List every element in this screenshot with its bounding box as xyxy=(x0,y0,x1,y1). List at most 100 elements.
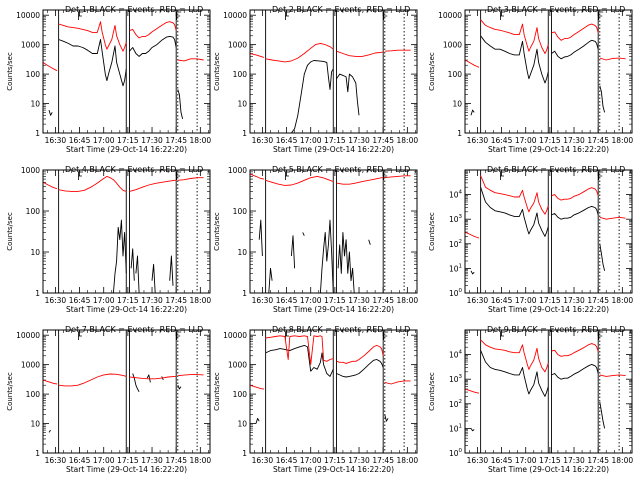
plot-area xyxy=(250,173,411,293)
detector-panel-3: Det 3 BLACK = Events, RED = LLD110100100… xyxy=(428,5,633,154)
lld-series-line xyxy=(465,231,480,239)
plot-frame xyxy=(464,9,633,134)
y-tick-label: 10 xyxy=(30,248,40,257)
plot-area xyxy=(465,175,626,275)
plot-frame xyxy=(249,9,418,134)
x-tick-label: 16:45 xyxy=(276,136,298,145)
detector-panel-7: Det 7 BLACK = Events, RED = LLD110100100… xyxy=(6,325,211,474)
lld-series-line xyxy=(129,179,177,192)
events-series-line xyxy=(551,363,599,380)
flare-marker xyxy=(598,11,604,20)
plot-area xyxy=(250,335,411,424)
flare-marker xyxy=(598,331,604,340)
y-tick-label: 10000 xyxy=(438,11,462,20)
x-tick-label: 18:00 xyxy=(612,296,634,305)
x-tick-label: 17:00 xyxy=(300,136,322,145)
y-tick-label: 10000 xyxy=(223,331,247,340)
lld-series-line xyxy=(58,373,127,387)
flare-marker xyxy=(500,11,505,20)
y-tick-label: 100 xyxy=(233,70,248,79)
y-tick-label: 100 xyxy=(26,70,41,79)
lld-series-line xyxy=(129,21,177,39)
events-series-line xyxy=(302,232,305,236)
events-series-line xyxy=(169,255,174,286)
events-series-line xyxy=(480,187,549,237)
x-tick-label: 16:45 xyxy=(276,456,298,465)
detector-panel-9: Det 9 BLACK = Events, RED = LLD100101102… xyxy=(428,325,633,474)
events-series-line xyxy=(599,401,606,429)
x-tick-label: 17:45 xyxy=(165,456,187,465)
flare-marker xyxy=(78,11,83,20)
x-tick-label: 17:30 xyxy=(563,136,585,145)
y-tick-label: 100 xyxy=(449,448,463,458)
plot-frame xyxy=(249,329,418,454)
detector-panel-2: Det 2 BLACK = Events, RED = LLD110100100… xyxy=(213,5,418,154)
y-tick-label: 101 xyxy=(449,423,462,433)
flare-marker xyxy=(285,171,290,180)
plot-frame xyxy=(42,329,211,454)
y-tick-label: 100 xyxy=(449,288,463,298)
lld-series-line xyxy=(43,181,58,190)
y-tick-label: 1 xyxy=(35,449,40,458)
y-axis-label: Counts/sec xyxy=(213,52,221,91)
plot-frame xyxy=(464,329,633,454)
events-series-line xyxy=(336,73,360,116)
y-tick-label: 102 xyxy=(449,399,462,409)
x-tick-label: 17:15 xyxy=(324,456,346,465)
flare-marker xyxy=(500,331,505,340)
y-tick-label: 1000 xyxy=(228,166,247,175)
x-tick-label: 17:30 xyxy=(141,296,163,305)
plot-area xyxy=(43,373,204,433)
events-series-line xyxy=(368,239,371,245)
x-tick-label: 18:00 xyxy=(397,296,419,305)
x-tick-label: 18:00 xyxy=(190,296,212,305)
y-tick-label: 1000 xyxy=(228,361,247,370)
y-tick-label: 10 xyxy=(237,420,247,429)
y-axis-label: Counts/sec xyxy=(428,52,436,91)
plot-frame xyxy=(464,169,633,294)
x-tick-label: 16:45 xyxy=(69,456,91,465)
events-series-line xyxy=(480,35,549,84)
events-series-line xyxy=(551,205,599,220)
lld-series-line xyxy=(177,58,204,62)
y-tick-label: 100 xyxy=(448,70,463,79)
events-series-line xyxy=(336,359,384,378)
x-tick-label: 16:45 xyxy=(491,456,513,465)
events-series-line xyxy=(599,85,606,113)
x-tick-label: 17:30 xyxy=(348,456,370,465)
plot-area xyxy=(43,175,204,293)
flare-marker xyxy=(383,11,389,20)
lld-series-line xyxy=(336,344,384,364)
y-tick-label: 1000 xyxy=(443,41,462,50)
plot-area xyxy=(465,339,626,432)
flare-marker xyxy=(176,11,182,20)
y-tick-label: 10 xyxy=(452,100,462,109)
y-axis-label: Counts/sec xyxy=(6,212,14,251)
x-tick-label: 16:30 xyxy=(252,296,274,305)
y-tick-label: 102 xyxy=(449,239,462,249)
lld-series-line xyxy=(480,175,549,215)
x-tick-label: 17:15 xyxy=(117,136,139,145)
x-tick-label: 17:15 xyxy=(324,136,346,145)
x-tick-label: 17:45 xyxy=(372,456,394,465)
events-series-line xyxy=(470,270,475,275)
lld-series-line xyxy=(480,339,549,373)
plot-frame xyxy=(42,9,211,134)
x-tick-label: 16:30 xyxy=(467,456,489,465)
lld-series-line xyxy=(58,21,127,52)
flare-marker xyxy=(285,11,290,20)
lld-series-line xyxy=(58,175,127,192)
x-tick-label: 17:45 xyxy=(587,456,609,465)
events-series-line xyxy=(112,219,127,293)
events-series-line xyxy=(135,255,140,293)
x-axis-label: Start Time (29-Oct-14 16:22:20) xyxy=(488,465,609,474)
flare-marker xyxy=(176,171,182,180)
events-series-line xyxy=(177,385,182,390)
flare-marker xyxy=(500,171,505,180)
x-tick-label: 16:45 xyxy=(491,296,513,305)
lld-series-line xyxy=(551,187,599,201)
lld-series-line xyxy=(129,375,177,380)
x-tick-label: 17:15 xyxy=(117,296,139,305)
y-tick-label: 100 xyxy=(233,390,248,399)
